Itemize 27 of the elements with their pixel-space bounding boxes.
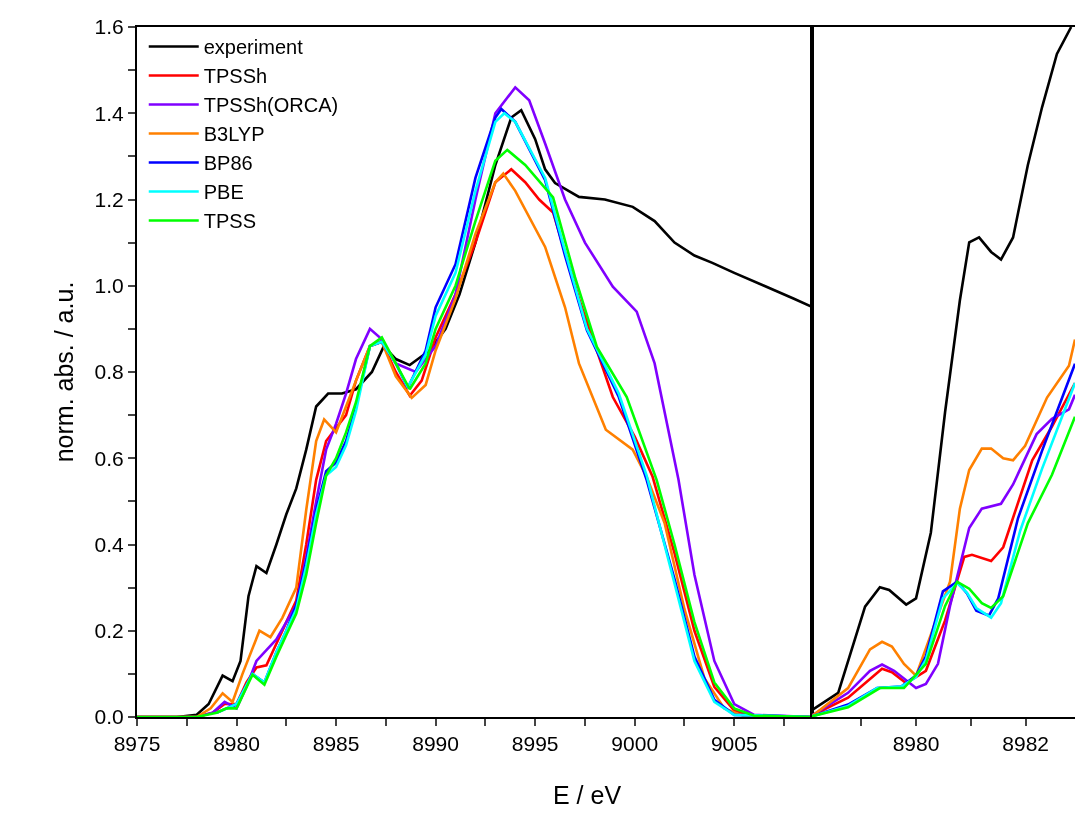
x-tick-label: 8975 [113, 732, 161, 756]
y-tick-label: 0.4 [94, 532, 125, 556]
x-tick-label: 8995 [511, 732, 559, 756]
x-tick-label: 9000 [611, 732, 659, 756]
x-tick-label: 8980 [892, 732, 940, 756]
legend-label: TPSSh(ORCA) [203, 94, 339, 117]
y-tick-label: 0.6 [94, 446, 124, 470]
y-tick-label: 0.0 [94, 705, 124, 729]
legend-label: TPSSh [203, 65, 268, 88]
y-tick-label: 1.4 [94, 101, 125, 125]
x-tick-label: 9005 [710, 732, 758, 756]
legend-label: B3LYP [203, 123, 265, 146]
legend-label: BP86 [203, 152, 253, 175]
legend-label: experiment [203, 36, 304, 59]
legend-label: PBE [203, 181, 244, 204]
y-tick-label: 1.6 [94, 15, 124, 39]
x-tick-label: 8982 [1002, 732, 1050, 756]
legend-label: TPSS [203, 210, 256, 233]
x-tick-label: 8985 [312, 732, 360, 756]
y-tick-label: 1.2 [94, 187, 124, 211]
y-tick-label: 0.2 [94, 619, 124, 643]
y-tick-label: 0.8 [94, 360, 124, 384]
x-tick-label: 8980 [213, 732, 260, 756]
x-tick-label: 8990 [412, 732, 459, 756]
x-axis-title: E / eV [553, 781, 622, 809]
y-tick-label: 1.0 [94, 274, 124, 298]
y-axis-title: norm. abs. / a.u. [49, 281, 78, 463]
